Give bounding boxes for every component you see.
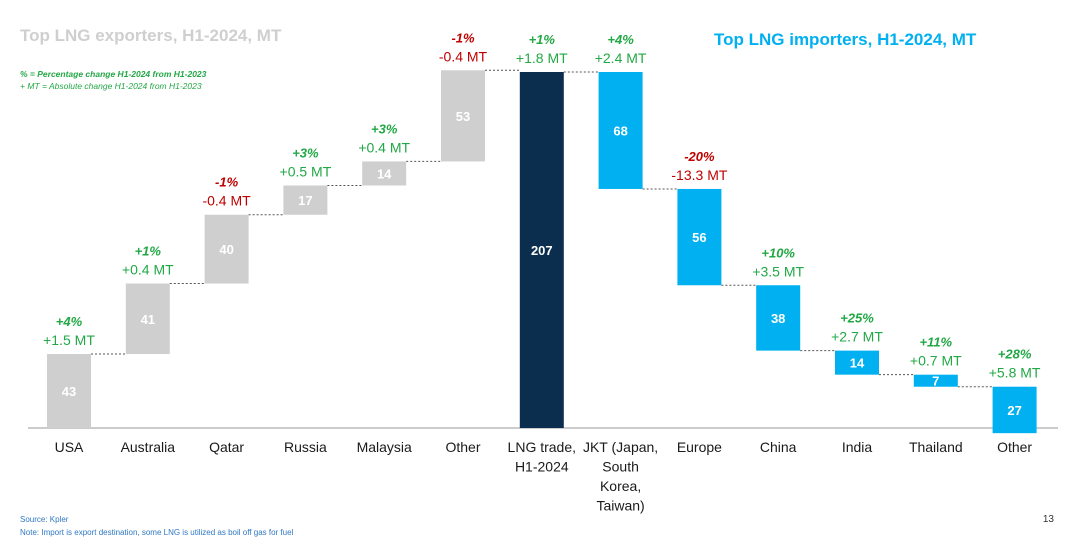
category-label: LNG trade, (508, 439, 576, 455)
abs-change-label: +0.4 MT (122, 262, 174, 278)
source-note: Source: Kpler (20, 515, 69, 524)
category-label: India (842, 439, 873, 455)
abs-change-label: +2.7 MT (831, 329, 883, 345)
category-label: South (602, 459, 639, 475)
bar-3 (204, 214, 249, 284)
category-label: Australia (121, 439, 176, 455)
bar-12 (913, 374, 958, 387)
value-label: 7 (932, 374, 939, 389)
value-label: 38 (771, 311, 785, 326)
pct-change-label: -20% (684, 149, 715, 164)
footnote: Note: Import is export destination, some… (20, 528, 294, 537)
value-label: 14 (377, 166, 392, 181)
category-label: Russia (284, 439, 327, 455)
bar-9 (677, 188, 722, 286)
abs-change-label: +0.4 MT (358, 139, 410, 155)
bar-7 (519, 72, 564, 428)
bar-4 (283, 185, 328, 215)
value-label: 56 (692, 230, 706, 245)
category-label: Malaysia (357, 439, 412, 455)
abs-change-label: +3.5 MT (752, 263, 804, 279)
value-label: 41 (141, 312, 155, 327)
category-label: Other (997, 439, 1032, 455)
bar-1 (47, 354, 91, 428)
category-label: JKT (Japan, (583, 439, 658, 455)
bar-2 (125, 283, 170, 355)
importers-title: Top LNG importers, H1-2024, MT (714, 30, 977, 49)
bar-5 (362, 161, 407, 186)
value-label: 14 (850, 356, 865, 371)
bar-6 (441, 70, 485, 162)
pct-change-label: +3% (292, 146, 319, 161)
pct-change-label: -1% (451, 30, 475, 45)
abs-change-label: +0.7 MT (910, 353, 962, 369)
bar-11 (835, 350, 879, 375)
legend-percentage-note: % = Percentage change H1-2024 from H1-20… (20, 69, 207, 79)
category-label: Taiwan) (596, 498, 644, 514)
abs-change-label: +2.4 MT (595, 50, 647, 66)
pct-change-label: +3% (371, 121, 398, 136)
category-label: Korea, (600, 478, 641, 494)
category-label: Qatar (209, 439, 244, 455)
pct-change-label: -1% (215, 175, 239, 190)
exporters-title: Top LNG exporters, H1-2024, MT (20, 26, 282, 45)
page-number: 13 (1042, 514, 1054, 525)
bar-13 (992, 386, 1037, 434)
pct-change-label: +11% (919, 335, 952, 350)
abs-change-label: -0.4 MT (202, 193, 251, 209)
value-label: 43 (62, 384, 76, 399)
value-label: 68 (613, 123, 627, 138)
pct-change-label: +10% (761, 245, 795, 260)
pct-change-label: +4% (56, 314, 83, 329)
pct-change-label: +28% (998, 347, 1032, 362)
category-label: China (760, 439, 797, 455)
abs-change-label: +5.8 MT (989, 365, 1041, 381)
bar-8 (598, 72, 643, 189)
category-label: Other (445, 439, 480, 455)
abs-change-label: +1.5 MT (43, 332, 95, 348)
category-label: H1-2024 (515, 459, 569, 475)
value-label: 40 (219, 242, 233, 257)
category-label: Europe (677, 439, 722, 455)
abs-change-label: -0.4 MT (439, 48, 488, 64)
legend-absolute-note: + MT = Absolute change H1-2024 from H1-2… (20, 81, 202, 91)
pct-change-label: +4% (607, 32, 634, 47)
abs-change-label: +0.5 MT (280, 164, 332, 180)
bar-10 (756, 285, 801, 351)
category-label: Thailand (909, 439, 963, 455)
pct-change-label: +1% (135, 244, 162, 259)
value-label: 207 (531, 243, 553, 258)
pct-change-label: +1% (529, 32, 556, 47)
value-label: 17 (298, 193, 312, 208)
value-label: 27 (1007, 403, 1021, 418)
category-label: USA (55, 439, 84, 455)
pct-change-label: +25% (840, 311, 874, 326)
value-label: 53 (456, 109, 470, 124)
abs-change-label: -13.3 MT (671, 167, 727, 183)
abs-change-label: +1.8 MT (516, 50, 568, 66)
